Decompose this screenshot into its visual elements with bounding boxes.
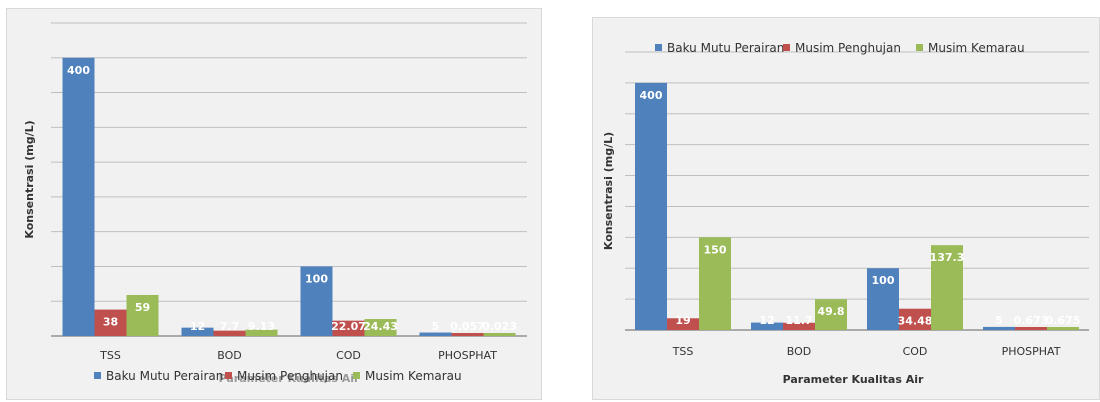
- right-data-label: 5: [995, 314, 1003, 327]
- right-bar-tss-0: [635, 82, 667, 330]
- right-data-label: 137.3: [930, 251, 965, 264]
- left-bar-phosphat-0: [419, 332, 452, 336]
- left-data-label: 5: [432, 320, 440, 333]
- right-tick-label-cod: COD: [903, 345, 928, 358]
- left-bar-tss-0: [62, 57, 95, 337]
- right-bar-cod-2: [931, 245, 963, 330]
- left-x-axis-title: Parameter Kualitas Air: [219, 372, 360, 385]
- right-data-label: 400: [640, 89, 663, 102]
- right-bar-phosphat-1: [1015, 327, 1047, 330]
- chart-right-svg: 400 19 150 TSS 12 11.7 49.8 BOD 100 34.48 137.3 COD…: [602, 41, 1089, 386]
- left-bar-phosphat-1: [451, 333, 484, 336]
- left-legend-label-2: Musim Kemarau: [365, 369, 462, 383]
- chart-panel-right: 400 19 150 TSS 12 11.7 49.8 BOD 100 34.48 137.3 COD…: [592, 17, 1100, 400]
- right-bar-tss-2: [699, 237, 731, 330]
- right-legend-swatch-0: [655, 44, 662, 51]
- right-legend-swatch-1: [783, 44, 790, 51]
- left-y-axis-title: Konsentrasi (mg/L): [23, 120, 36, 238]
- right-data-label: 34.48: [898, 315, 933, 328]
- right-data-label: 12: [759, 314, 774, 327]
- left-legend-label-1: Musim Penghujan: [237, 369, 343, 383]
- left-data-label: 59: [135, 301, 150, 314]
- left-tick-label-bod: BOD: [217, 349, 241, 362]
- left-data-label: 22.07: [331, 320, 366, 333]
- right-bar-phosphat-0: [983, 326, 1015, 330]
- left-tick-label-phosphat: PHOSPHAT: [438, 349, 497, 362]
- left-data-label: 9.13: [248, 320, 275, 333]
- left-bar-tss-2: [126, 294, 159, 336]
- left-bar-cod-0: [300, 266, 333, 336]
- right-tick-label-tss: TSS: [672, 345, 694, 358]
- left-bar-cod-1: [332, 320, 365, 336]
- right-legend-swatch-2: [916, 44, 923, 51]
- right-data-label: 11.7: [785, 314, 812, 327]
- right-tick-label-phosphat: PHOSPHAT: [1002, 345, 1061, 358]
- right-tick-label-bod: BOD: [787, 345, 811, 358]
- right-data-label: 0.673: [1014, 314, 1049, 327]
- right-bar-bod-1: [783, 322, 815, 330]
- right-data-label: 150: [704, 243, 727, 256]
- right-data-label: 49.8: [817, 305, 844, 318]
- left-data-label: 12: [190, 320, 205, 333]
- left-bar-bod-1: [213, 330, 246, 336]
- right-bar-phosphat-2: [1047, 327, 1079, 330]
- left-data-label: 24.43: [363, 320, 398, 333]
- left-data-label: 7.7: [220, 320, 240, 333]
- right-bar-tss-1: [667, 318, 699, 330]
- right-data-label: 19: [675, 314, 690, 327]
- left-legend-swatch-1: [225, 372, 232, 379]
- left-bar-cod-2: [364, 319, 397, 336]
- right-legend-label-2: Musim Kemarau: [928, 41, 1025, 55]
- right-bar-cod-1: [899, 308, 931, 330]
- right-data-label: 100: [872, 274, 895, 287]
- left-data-label: 0.023: [482, 320, 517, 333]
- right-legend-label-1: Musim Penghujan: [795, 41, 901, 55]
- right-bar-bod-0: [751, 322, 783, 330]
- left-data-label: 0.057: [450, 320, 485, 333]
- left-tick-label-tss: TSS: [99, 349, 121, 362]
- left-bar-tss-1: [94, 309, 127, 336]
- left-bar-bod-2: [245, 329, 278, 336]
- right-bar-bod-2: [815, 299, 847, 330]
- left-legend-swatch-0: [94, 372, 101, 379]
- right-data-label: 0.675: [1046, 314, 1081, 327]
- left-data-label: 100: [305, 272, 328, 285]
- left-legend-swatch-2: [353, 372, 360, 379]
- right-y-axis-title: Konsentrasi (mg/L): [602, 132, 615, 250]
- right-legend-label-0: Baku Mutu Perairan: [667, 41, 784, 55]
- left-legend-label-0: Baku Mutu Perairan: [106, 369, 223, 383]
- left-data-label: 400: [67, 64, 90, 77]
- right-x-axis-title: Parameter Kualitas Air: [783, 373, 924, 386]
- right-bar-cod-0: [867, 268, 899, 330]
- left-tick-label-cod: COD: [336, 349, 361, 362]
- left-data-label: 38: [103, 316, 118, 329]
- chart-panel-left: 400 38 59 TSS 12 7.7 9.13 BOD 100 22.07 24.43 COD 5 0…: [6, 8, 542, 400]
- left-bar-phosphat-2: [483, 333, 516, 336]
- left-bar-bod-0: [181, 327, 214, 336]
